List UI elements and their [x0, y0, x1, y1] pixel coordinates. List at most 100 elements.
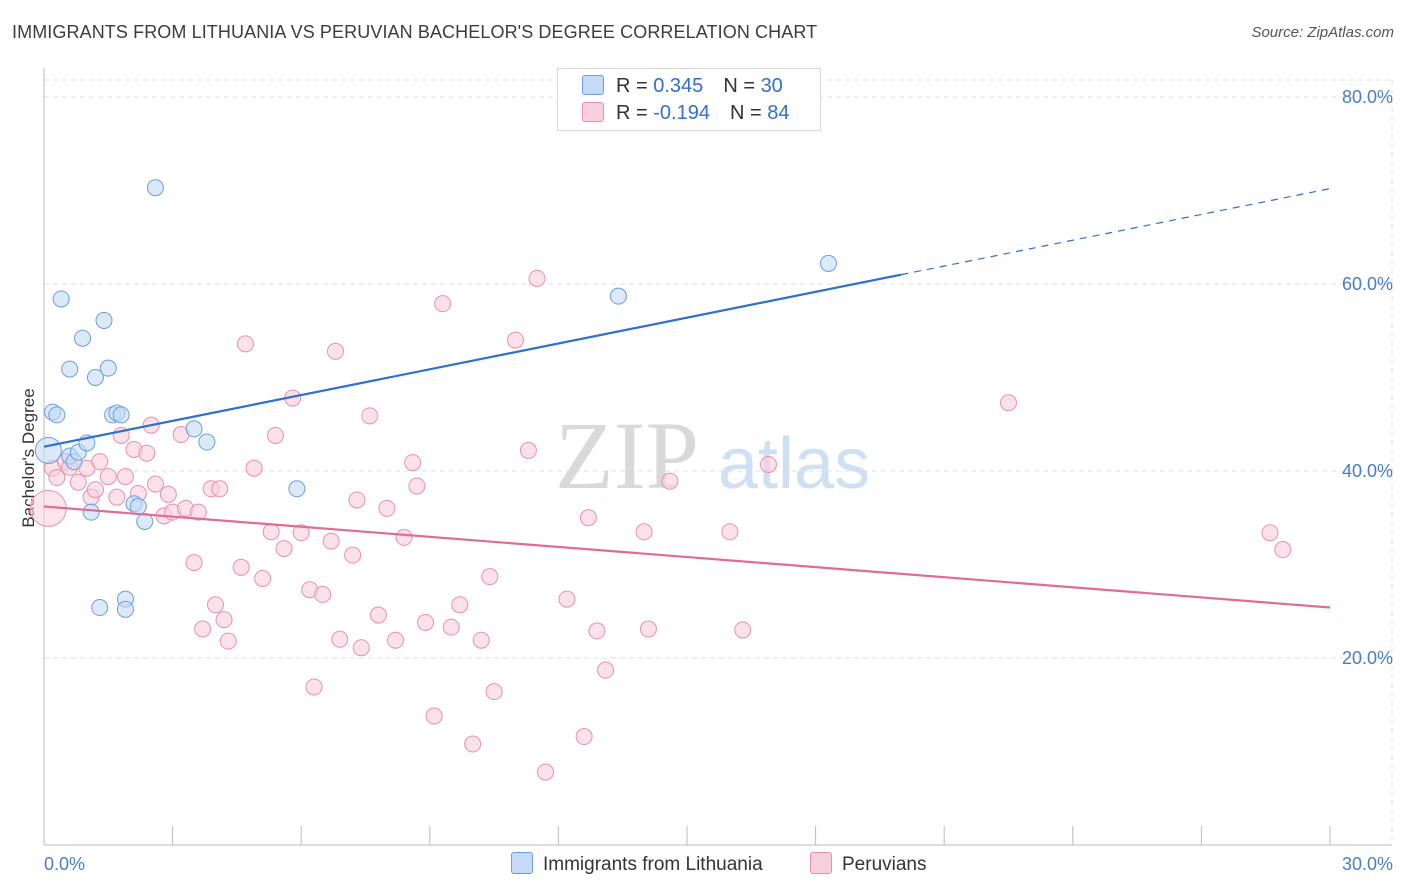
data-point-lithuania: [52, 290, 70, 308]
data-point-lithuania: [82, 503, 100, 521]
trend-line-lithuania-extension: [901, 188, 1331, 276]
legend: R = 0.345 N = 30 R = -0.194 N = 84: [557, 68, 821, 131]
data-point-peruvians: [116, 468, 134, 486]
data-point-lithuania: [34, 436, 62, 464]
data-point-peruvians: [194, 620, 212, 638]
legend-r-label: R =: [616, 102, 654, 124]
bottom-legend-swatch-blue: [511, 852, 533, 874]
y-tick-label: 60.0%: [1342, 274, 1393, 294]
data-point-peruvians: [661, 472, 679, 490]
data-point-peruvians: [485, 683, 503, 701]
data-point-peruvians: [326, 342, 344, 360]
data-point-peruvians: [266, 426, 284, 444]
data-point-lithuania: [198, 433, 216, 451]
data-point-peruvians: [275, 540, 293, 558]
data-point-peruvians: [558, 590, 576, 608]
grid-lines: [44, 79, 1393, 845]
data-point-lithuania: [819, 254, 837, 272]
legend-r-label: R =: [616, 75, 654, 97]
data-point-lithuania: [95, 311, 113, 329]
data-point-peruvians: [305, 678, 323, 696]
data-point-peruvians: [69, 473, 87, 491]
series-peruvians: [29, 269, 1292, 781]
data-point-lithuania: [91, 599, 109, 617]
watermark-atlas: atlas: [718, 424, 870, 504]
data-point-lithuania: [185, 420, 203, 438]
data-point-lithuania: [129, 498, 147, 516]
data-point-peruvians: [348, 491, 366, 509]
data-point-peruvians: [344, 546, 362, 564]
data-point-peruvians: [434, 295, 452, 313]
legend-swatch-pink: [582, 102, 604, 122]
legend-r-value: 0.345: [653, 75, 704, 97]
y-axis-label: Bachelor's Degree: [19, 388, 38, 527]
data-point-peruvians: [395, 528, 413, 546]
data-point-peruvians: [404, 454, 422, 472]
x-tick-labels: 0.0% 30.0%: [44, 854, 1393, 874]
data-point-peruvians: [331, 630, 349, 648]
data-point-peruvians: [734, 621, 752, 639]
data-point-peruvians: [519, 441, 537, 459]
data-point-peruvians: [1261, 524, 1279, 542]
data-point-peruvians: [425, 707, 443, 725]
trend-lines: [43, 188, 1331, 609]
data-point-lithuania: [288, 480, 306, 498]
data-point-peruvians: [219, 632, 237, 650]
x-tick-label: 0.0%: [44, 854, 85, 874]
x-tick-label: 30.0%: [1342, 854, 1393, 874]
data-point-peruvians: [138, 444, 156, 462]
data-point-peruvians: [361, 407, 379, 425]
data-point-peruvians: [464, 735, 482, 753]
data-point-peruvians: [507, 331, 525, 349]
legend-r-value: -0.194: [653, 102, 710, 124]
data-point-peruvians: [232, 558, 250, 576]
data-point-peruvians: [262, 523, 280, 541]
data-point-peruvians: [159, 485, 177, 503]
trend-line-lithuania: [43, 273, 902, 448]
data-point-peruvians: [408, 477, 426, 495]
legend-n-label: N =: [729, 102, 768, 124]
data-point-lithuania: [74, 329, 92, 347]
bottom-legend-peruvians: Peruvians: [810, 852, 927, 876]
bottom-legend-label: Immigrants from Lithuania: [543, 854, 763, 875]
data-point-peruvians: [1274, 541, 1292, 559]
data-point-peruvians: [215, 611, 233, 629]
data-point-lithuania: [609, 287, 627, 305]
data-point-peruvians: [314, 585, 332, 603]
data-point-lithuania: [146, 179, 164, 197]
data-point-peruvians: [579, 509, 597, 527]
data-point-peruvians: [206, 596, 224, 614]
data-point-peruvians: [91, 453, 109, 471]
data-point-peruvians: [451, 596, 469, 614]
data-point-lithuania: [99, 359, 117, 377]
data-point-peruvians: [369, 606, 387, 624]
y-tick-label: 20.0%: [1342, 648, 1393, 668]
bottom-legend-lithuania: Immigrants from Lithuania: [511, 852, 763, 876]
data-point-peruvians: [588, 622, 606, 640]
y-tick-label: 40.0%: [1342, 461, 1393, 481]
data-point-peruvians: [721, 523, 739, 541]
data-point-peruvians: [1000, 394, 1017, 412]
watermark-zip: ZIP: [555, 402, 699, 509]
data-point-peruvians: [236, 335, 254, 353]
y-tick-label: 80.0%: [1342, 87, 1393, 107]
legend-n-value: 84: [767, 102, 790, 124]
data-point-peruvians: [292, 524, 310, 542]
data-point-peruvians: [378, 499, 396, 517]
watermark: ZIP atlas: [555, 402, 870, 509]
data-point-peruvians: [254, 570, 272, 588]
data-point-peruvians: [442, 618, 460, 636]
data-point-peruvians: [639, 620, 657, 638]
data-point-peruvians: [635, 523, 653, 541]
data-point-peruvians: [185, 554, 203, 572]
series-lithuania: [34, 179, 837, 618]
chart-title: IMMIGRANTS FROM LITHUANIA VS PERUVIAN BA…: [12, 22, 818, 42]
data-point-lithuania: [86, 369, 104, 386]
data-point-peruvians: [189, 503, 207, 521]
data-point-peruvians: [211, 480, 229, 498]
data-point-peruvians: [108, 488, 126, 506]
data-point-peruvians: [387, 631, 405, 649]
data-point-peruvians: [146, 475, 164, 493]
y-tick-labels: 20.0% 40.0% 60.0% 80.0%: [1342, 87, 1393, 668]
legend-n-value: 30: [760, 75, 783, 97]
